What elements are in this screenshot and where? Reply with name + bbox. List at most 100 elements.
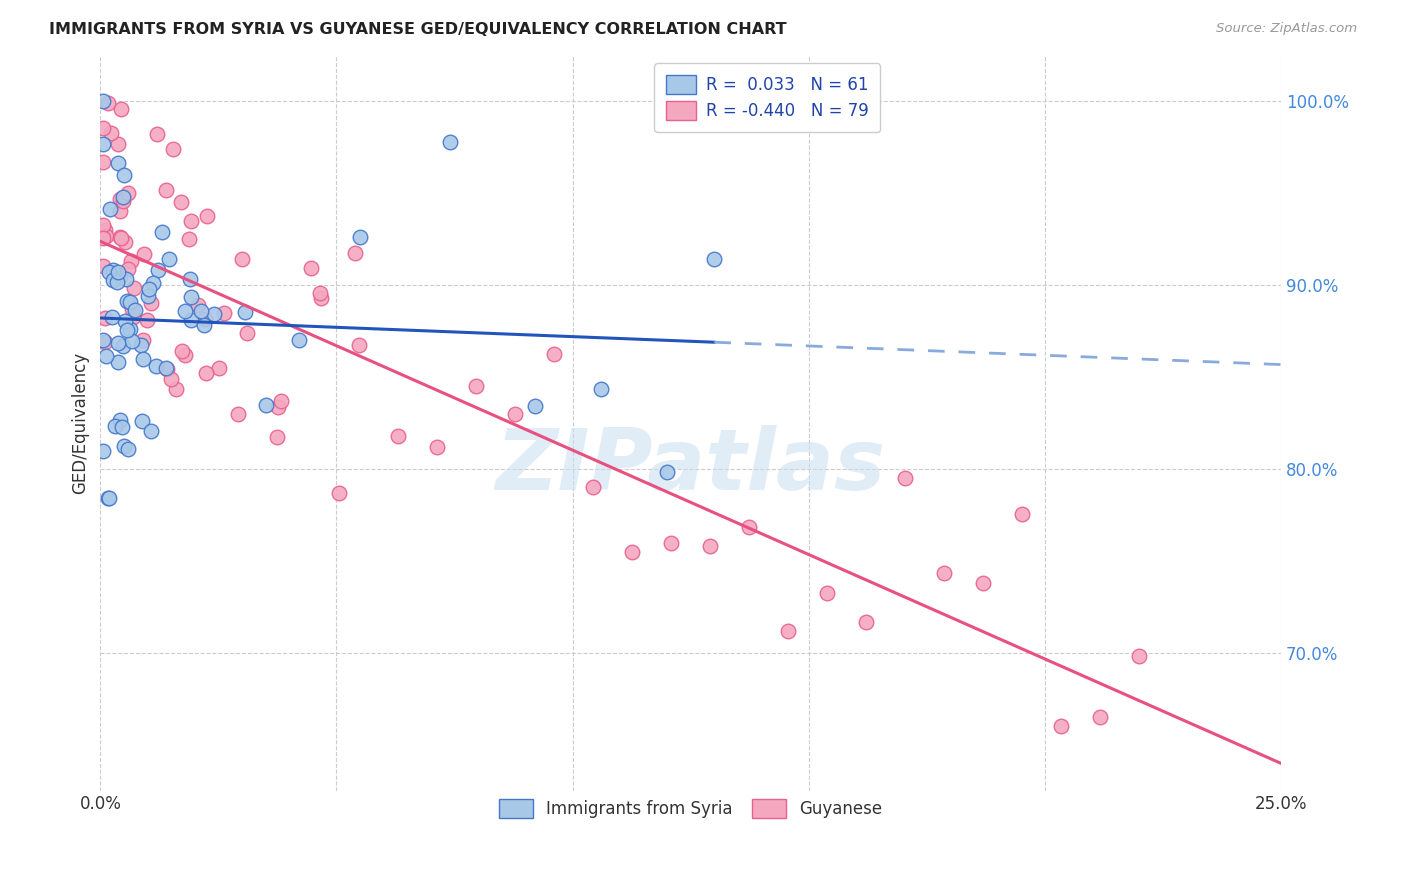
Point <box>115 272 138 286</box>
Point <box>621 545 644 559</box>
Point <box>349 230 371 244</box>
Point <box>141 424 163 438</box>
Point <box>543 346 565 360</box>
Point <box>187 298 209 312</box>
Point <box>122 281 145 295</box>
Point <box>150 225 173 239</box>
Point <box>138 289 160 303</box>
Point <box>170 194 193 209</box>
Point <box>129 338 152 352</box>
Point <box>107 156 129 170</box>
Point <box>107 136 129 151</box>
Point <box>107 355 129 369</box>
Point <box>503 407 526 421</box>
Point <box>122 310 145 325</box>
Point <box>146 263 169 277</box>
Point <box>202 307 225 321</box>
Point <box>91 218 114 232</box>
Point <box>110 102 132 116</box>
Point <box>94 222 117 236</box>
Point <box>309 285 332 300</box>
Point <box>266 430 288 444</box>
Point <box>145 359 167 373</box>
Point <box>112 439 135 453</box>
Point <box>173 348 195 362</box>
Point <box>1128 648 1150 663</box>
Point <box>111 420 134 434</box>
Point <box>114 314 136 328</box>
Point <box>655 466 678 480</box>
Point <box>426 440 449 454</box>
Point <box>117 262 139 277</box>
Point <box>121 334 143 348</box>
Point <box>582 480 605 494</box>
Point <box>180 214 202 228</box>
Point <box>972 576 994 591</box>
Point <box>174 304 197 318</box>
Point <box>93 334 115 349</box>
Point <box>110 203 132 218</box>
Point <box>91 444 114 458</box>
Point <box>94 228 117 243</box>
Point <box>108 230 131 244</box>
Point <box>254 398 277 412</box>
Point <box>1090 710 1112 724</box>
Text: IMMIGRANTS FROM SYRIA VS GUYANESE GED/EQUIVALENCY CORRELATION CHART: IMMIGRANTS FROM SYRIA VS GUYANESE GED/EQ… <box>49 22 787 37</box>
Point <box>132 247 155 261</box>
Point <box>115 294 138 309</box>
Point <box>162 142 184 156</box>
Point <box>110 413 132 427</box>
Point <box>236 326 259 340</box>
Point <box>193 318 215 332</box>
Point <box>344 246 367 260</box>
Point <box>117 186 139 201</box>
Point <box>107 265 129 279</box>
Point <box>98 265 121 279</box>
Point <box>347 337 370 351</box>
Point <box>91 121 114 136</box>
Point <box>121 301 143 316</box>
Point <box>100 126 122 140</box>
Point <box>1011 507 1033 521</box>
Point <box>195 210 218 224</box>
Point <box>98 202 121 216</box>
Point <box>233 305 256 319</box>
Point <box>589 383 612 397</box>
Point <box>208 360 231 375</box>
Point <box>226 407 249 421</box>
Point <box>155 361 177 376</box>
Point <box>194 312 217 326</box>
Point <box>118 322 141 336</box>
Point <box>112 339 135 353</box>
Point <box>212 306 235 320</box>
Point <box>195 366 218 380</box>
Point <box>699 539 721 553</box>
Point <box>659 536 682 550</box>
Point <box>91 94 114 108</box>
Point <box>523 400 546 414</box>
Point <box>815 585 838 599</box>
Point <box>112 194 135 209</box>
Y-axis label: GED/Equivalency: GED/Equivalency <box>72 351 89 494</box>
Point <box>132 351 155 366</box>
Point <box>177 232 200 246</box>
Point <box>309 291 332 305</box>
Point <box>131 415 153 429</box>
Point <box>328 485 350 500</box>
Point <box>115 323 138 337</box>
Text: ZIPatlas: ZIPatlas <box>495 425 886 508</box>
Point <box>91 259 114 273</box>
Point <box>101 310 124 325</box>
Point <box>104 419 127 434</box>
Point <box>112 190 135 204</box>
Point <box>110 231 132 245</box>
Point <box>117 442 139 457</box>
Point <box>165 382 187 396</box>
Point <box>155 183 177 197</box>
Point <box>738 520 761 534</box>
Point <box>190 303 212 318</box>
Point <box>894 471 917 485</box>
Point <box>94 349 117 363</box>
Point <box>439 135 461 149</box>
Point <box>387 429 409 443</box>
